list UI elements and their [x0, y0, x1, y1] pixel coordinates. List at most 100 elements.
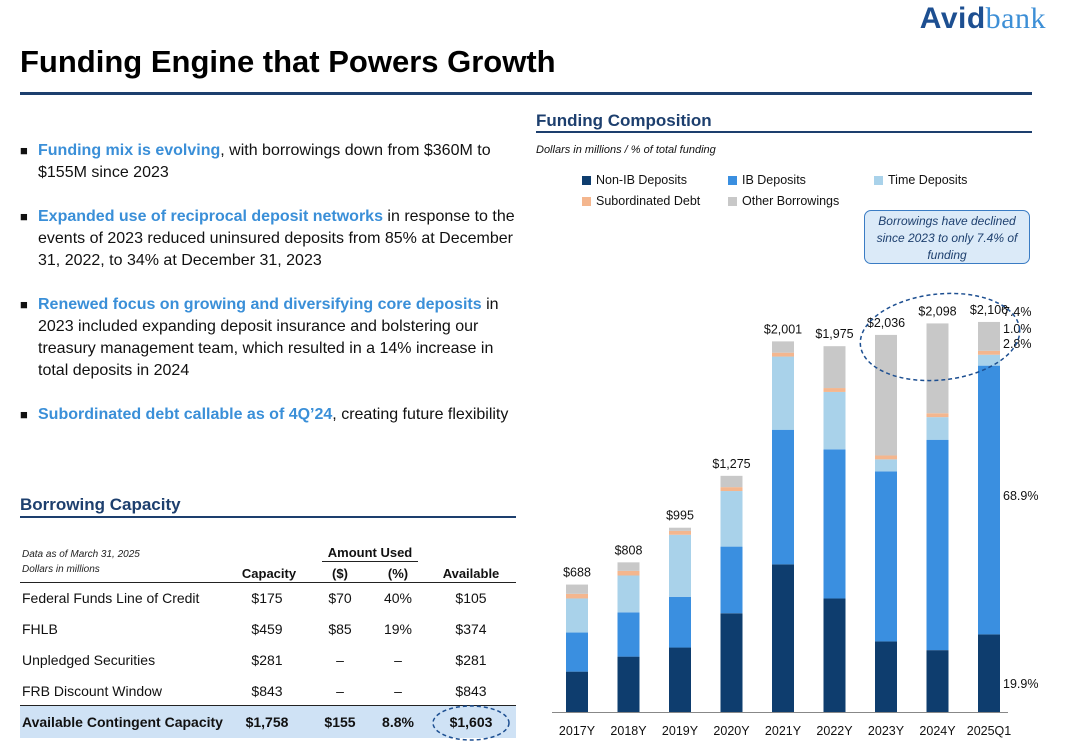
bar-segment-subordinated-debt: [875, 455, 897, 460]
bar-segment-ib-deposits: [875, 471, 897, 642]
legend-swatch: [728, 175, 737, 185]
available-highlight-oval: [432, 705, 510, 741]
bullet-highlight: Funding mix is evolving: [38, 142, 221, 159]
dollars-header: ($): [332, 566, 348, 581]
bullet-square-icon: ■: [20, 297, 28, 312]
bar-total-label: $995: [666, 509, 694, 523]
bar-total-label: $1,275: [712, 457, 750, 471]
bar-segment-time-deposits: [875, 459, 897, 472]
legend-item-time: Time Deposits: [874, 173, 967, 187]
bullet-square-icon: ■: [20, 209, 28, 224]
bullet-text: in 2023 included expanding deposit insur…: [38, 296, 499, 379]
bar-segment-ib-deposits: [617, 612, 640, 657]
bar-segment-non-ib-deposits: [720, 613, 743, 712]
available-cell: $281: [455, 652, 487, 668]
available-header: Available: [442, 566, 500, 581]
used-dollars-cell: $70: [328, 590, 352, 606]
bar-segment-non-ib-deposits: [926, 650, 949, 712]
legend-item-other: Other Borrowings: [728, 194, 839, 208]
table-note-units: Dollars in millions: [22, 564, 100, 575]
bar-segment-other-borrowings: [823, 346, 846, 389]
bullet-text: , creating future flexibility: [332, 406, 509, 423]
bullet-item: ■ Funding mix is evolving, with borrowin…: [20, 140, 520, 184]
bar-total-label: $2,106: [970, 303, 1008, 317]
total-available-cell: $1,603: [449, 714, 493, 730]
available-cell: $374: [455, 621, 487, 637]
bar-segment-non-ib-deposits: [978, 634, 1000, 712]
bar-total-label: $1,975: [815, 327, 853, 341]
pct-label-other-borrowings: 7.4%: [1003, 305, 1032, 319]
row-label: FHLB: [22, 621, 58, 637]
bar-segment-ib-deposits: [823, 449, 846, 599]
chart-title: Funding Composition: [536, 111, 712, 130]
bar-segment-ib-deposits: [926, 439, 949, 651]
used-pct-cell: –: [394, 652, 402, 668]
x-tick-label: 2020Y: [713, 724, 750, 738]
bullet-item: ■ Subordinated debt callable as of 4Q’24…: [20, 404, 520, 426]
bar-segment-ib-deposits: [720, 546, 743, 614]
bullet-square-icon: ■: [20, 143, 28, 158]
bar-segment-ib-deposits: [772, 429, 794, 565]
bar-segment-other-borrowings: [669, 527, 691, 531]
avidbank-logo: Avidbank: [920, 2, 1046, 36]
bar-segment-time-deposits: [823, 391, 846, 450]
x-tick-label: 2019Y: [662, 724, 699, 738]
bar-total-label: $2,036: [867, 316, 905, 330]
used-pct-cell: 40%: [383, 590, 413, 606]
bar-segment-subordinated-debt: [669, 530, 691, 535]
bar-segment-other-borrowings: [875, 334, 897, 456]
pct-label-time-deposits: 2.8%: [1003, 337, 1032, 351]
used-dollars-cell: –: [336, 683, 344, 699]
x-tick-label: 2025Q1: [967, 724, 1012, 738]
amount-used-header: Amount Used: [327, 545, 413, 560]
row-label: Federal Funds Line of Credit: [22, 590, 200, 606]
bar-segment-other-borrowings: [617, 562, 640, 571]
bar-segment-non-ib-deposits: [669, 647, 691, 712]
bullet-highlight: Renewed focus on growing and diversifyin…: [38, 296, 482, 313]
bullet-square-icon: ■: [20, 407, 28, 422]
capacity-cell: $281: [251, 652, 283, 668]
total-used-pct-cell: 8.8%: [382, 714, 414, 730]
used-dollars-cell: –: [336, 652, 344, 668]
available-cell: $105: [455, 590, 487, 606]
bar-segment-subordinated-debt: [926, 413, 949, 418]
title-divider: [20, 92, 1032, 95]
legend-swatch: [728, 196, 737, 206]
total-used-dollars-cell: $155: [324, 714, 356, 730]
legend-item-ib: IB Deposits: [728, 173, 806, 187]
bullet-list: ■ Funding mix is evolving, with borrowin…: [20, 140, 520, 448]
bar-segment-subordinated-debt: [617, 570, 640, 576]
legend-label: Other Borrowings: [742, 194, 840, 208]
bar-segment-other-borrowings: [566, 584, 588, 594]
bar-segment-subordinated-debt: [772, 352, 794, 357]
legend-label: Subordinated Debt: [596, 194, 701, 208]
x-tick-label: 2018Y: [610, 724, 647, 738]
chart-title-rule: [536, 131, 1032, 133]
total-row-band: [20, 706, 516, 738]
legend-label: Non-IB Deposits: [596, 173, 688, 187]
bar-total-label: $2,001: [764, 322, 802, 336]
borrowings-highlight-ellipse: [859, 292, 1021, 382]
bar-segment-time-deposits: [617, 575, 640, 613]
bullet-text: in response to the events of 2023 reduce…: [38, 208, 515, 269]
x-tick-label: 2023Y: [868, 724, 905, 738]
table-note-date: Data as of March 31, 2025: [22, 549, 140, 560]
capacity-header: Capacity: [241, 566, 297, 581]
bar-segment-ib-deposits: [566, 632, 588, 672]
bar-total-label: $808: [615, 543, 643, 557]
bar-segment-non-ib-deposits: [772, 564, 794, 712]
bullet-highlight: Expanded use of reciprocal deposit netwo…: [38, 208, 383, 225]
row-label: Unpledged Securities: [22, 652, 156, 668]
bar-segment-ib-deposits: [669, 596, 691, 648]
available-cell: $843: [455, 683, 487, 699]
legend-swatch: [582, 196, 591, 206]
x-tick-label: 2024Y: [919, 724, 956, 738]
total-label: Available Contingent Capacity: [22, 714, 223, 730]
bar-segment-subordinated-debt: [720, 487, 743, 492]
logo-part-bank: bank: [985, 2, 1046, 35]
page-title: Funding Engine that Powers Growth: [20, 44, 556, 79]
legend-label: IB Deposits: [742, 173, 806, 187]
bar-segment-other-borrowings: [978, 321, 1000, 351]
used-dollars-cell: $85: [328, 621, 352, 637]
